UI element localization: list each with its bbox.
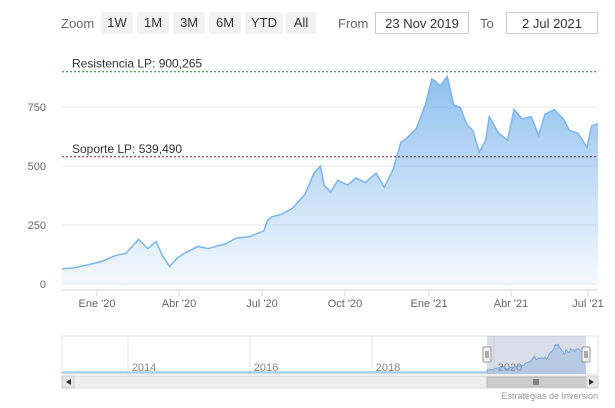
from-label: From bbox=[338, 16, 369, 31]
chart-credit: Estrategias de Inversión bbox=[501, 391, 598, 401]
zoom-label: Zoom bbox=[61, 16, 95, 31]
from-date-input[interactable]: 23 Nov 2019 bbox=[375, 12, 469, 34]
price-line bbox=[61, 74, 599, 270]
zoom-1w-button[interactable]: 1W bbox=[101, 12, 133, 34]
price-series bbox=[61, 74, 599, 284]
navigator-year-label: 2018 bbox=[376, 362, 400, 374]
support-label: Soporte LP: 539,490 bbox=[72, 142, 182, 156]
navigator[interactable]: 2014 2016 2018 2020 bbox=[61, 335, 599, 389]
x-tick-label: Jul '20 bbox=[246, 298, 277, 310]
x-tick-label: Oct '20 bbox=[328, 298, 363, 310]
x-tick-label: Ene '20 bbox=[79, 298, 116, 310]
zoom-all-button[interactable]: All bbox=[286, 12, 316, 34]
resistance-label: Resistencia LP: 900,265 bbox=[72, 57, 202, 71]
navigator-right-handle[interactable] bbox=[581, 346, 591, 363]
chevron-left-icon bbox=[66, 379, 71, 385]
navigator-year-label: 2016 bbox=[254, 362, 278, 374]
x-tick-label: Abr '21 bbox=[494, 298, 529, 310]
zoom-1m-button[interactable]: 1M bbox=[137, 12, 169, 34]
x-tick-label: Abr '20 bbox=[162, 298, 197, 310]
x-tick-label: Jul '21 bbox=[572, 298, 603, 310]
x-tick-label: Ene '21 bbox=[411, 298, 448, 310]
chevron-right-icon bbox=[589, 379, 594, 385]
navigator-left-handle[interactable] bbox=[482, 346, 492, 363]
navigator-frame bbox=[61, 335, 599, 375]
y-tick-label: 750 bbox=[28, 102, 46, 114]
y-tick-label: 500 bbox=[28, 161, 46, 173]
to-label: To bbox=[480, 16, 494, 31]
zoom-3m-button[interactable]: 3M bbox=[173, 12, 205, 34]
axes: 0 250 500 750 Ene '20 Abr '20 Jul '20 Oct '20 En… bbox=[28, 102, 604, 310]
y-tick-label: 250 bbox=[28, 220, 46, 232]
y-tick-label: 0 bbox=[40, 279, 46, 291]
price-area bbox=[62, 76, 598, 284]
level-annotations: Resistencia LP: 900,265 Soporte LP: 539,4… bbox=[62, 57, 598, 158]
navigator-selection[interactable] bbox=[487, 336, 586, 374]
zoom-ytd-button[interactable]: YTD bbox=[245, 12, 283, 34]
navigator-line bbox=[62, 343, 587, 373]
to-date-input[interactable]: 2 Jul 2021 bbox=[506, 12, 598, 34]
navigator-year-label: 2014 bbox=[132, 362, 156, 374]
navigator-area bbox=[62, 344, 586, 374]
zoom-6m-button[interactable]: 6M bbox=[209, 12, 241, 34]
